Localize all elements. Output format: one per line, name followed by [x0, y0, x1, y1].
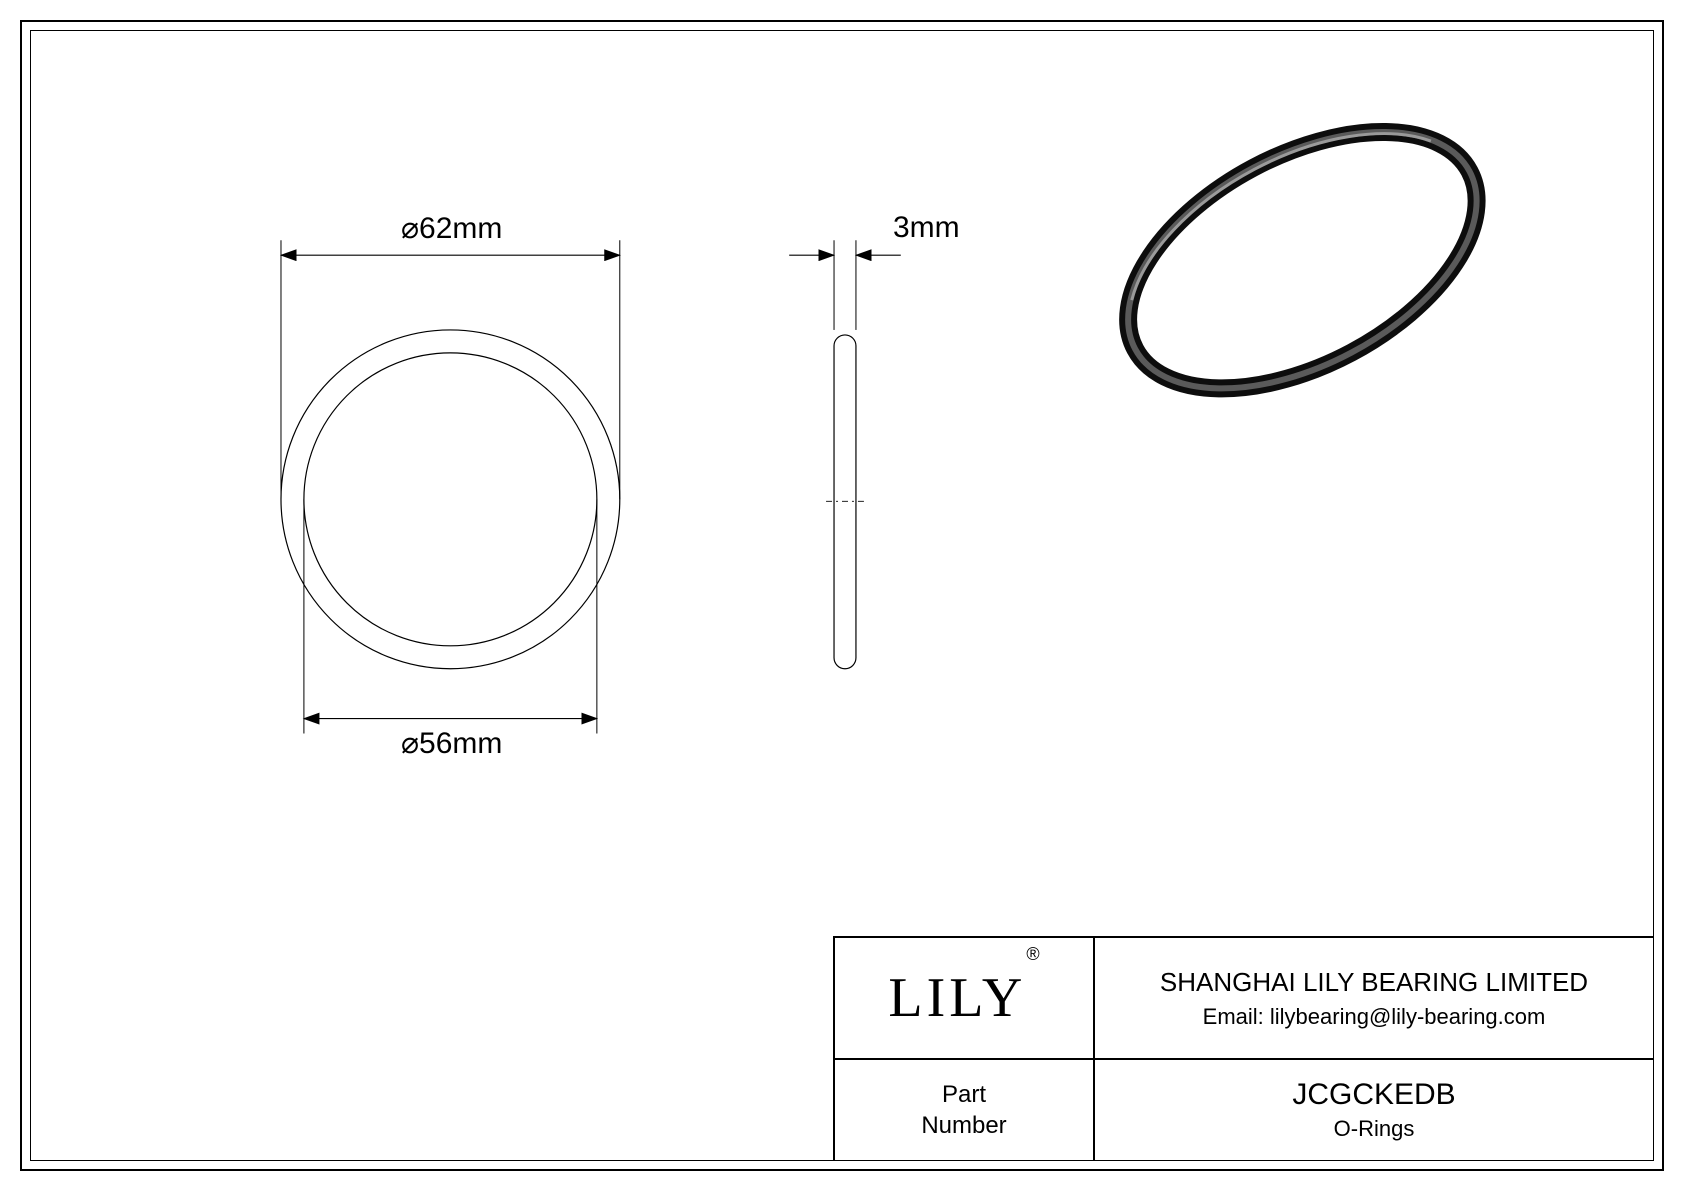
title-block-row-2: Part Number JCGCKEDB O-Rings [835, 1060, 1653, 1160]
logo: LILY® [888, 966, 1039, 1030]
logo-text: LILY [888, 967, 1026, 1029]
part-number-label-line2: Number [921, 1110, 1006, 1141]
thickness-label: 3mm [893, 211, 960, 245]
isometric-view [1086, 79, 1519, 442]
logo-cell: LILY® [835, 938, 1095, 1058]
title-block-row-1: LILY® SHANGHAI LILY BEARING LIMITED Emai… [835, 938, 1653, 1060]
part-number-label-cell: Part Number [835, 1060, 1095, 1160]
part-number: JCGCKEDB [1292, 1078, 1455, 1112]
part-number-label-line1: Part [942, 1079, 986, 1110]
part-number-value-cell: JCGCKEDB O-Rings [1095, 1060, 1653, 1160]
product-name: O-Rings [1334, 1116, 1415, 1142]
side-view [789, 240, 901, 668]
company-info-cell: SHANGHAI LILY BEARING LIMITED Email: lil… [1095, 938, 1653, 1058]
front-view [281, 240, 620, 733]
title-block: LILY® SHANGHAI LILY BEARING LIMITED Emai… [833, 936, 1653, 1160]
drawing-sheet-inner-border: ⌀62mm ⌀56mm 3mm LILY® SHANGHAI LILY BEAR… [30, 30, 1654, 1161]
drawing-sheet-border: ⌀62mm ⌀56mm 3mm LILY® SHANGHAI LILY BEAR… [20, 20, 1664, 1171]
company-name: SHANGHAI LILY BEARING LIMITED [1160, 967, 1588, 998]
outer-diameter-label: ⌀62mm [401, 211, 502, 246]
registered-mark: ® [1026, 944, 1039, 964]
company-email: Email: lilybearing@lily-bearing.com [1203, 1004, 1546, 1030]
inner-diameter-label: ⌀56mm [401, 726, 502, 761]
